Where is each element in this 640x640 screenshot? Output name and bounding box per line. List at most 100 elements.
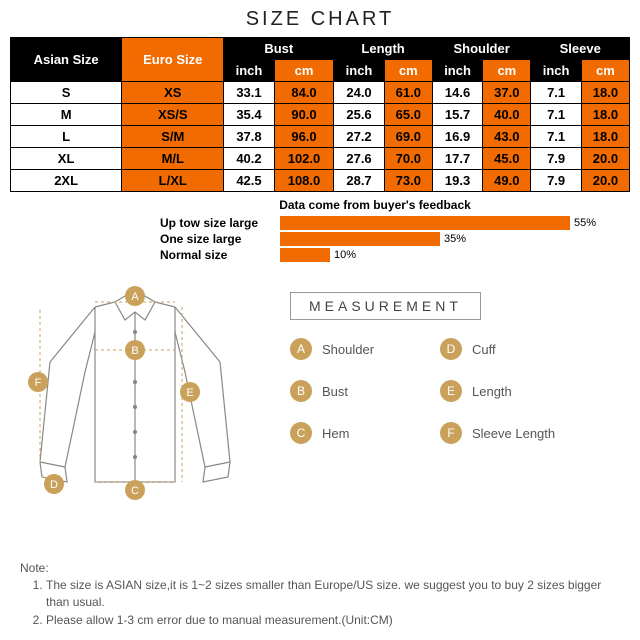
- cell: 14.6: [432, 82, 482, 104]
- cell: 7.1: [531, 126, 581, 148]
- cell: 37.8: [224, 126, 274, 148]
- cell: L: [11, 126, 122, 148]
- col-bust: Bust: [224, 38, 334, 60]
- feedback-label: Normal size: [10, 248, 280, 262]
- cell: 69.0: [384, 126, 432, 148]
- measurement-label: Length: [472, 384, 512, 399]
- feedback-pct: 55%: [574, 217, 596, 229]
- measurement-item: B Bust: [290, 380, 440, 402]
- cell: 42.5: [224, 170, 274, 192]
- size-chart-table: Asian Size Euro Size Bust Length Shoulde…: [10, 37, 630, 192]
- cell: 61.0: [384, 82, 432, 104]
- letter-badge: A: [290, 338, 312, 360]
- cell: 7.9: [531, 170, 581, 192]
- cell: 18.0: [581, 82, 629, 104]
- cell: XS/S: [122, 104, 224, 126]
- sub-cm: cm: [581, 60, 629, 82]
- feedback-pct: 10%: [334, 249, 356, 261]
- cell: 45.0: [483, 148, 531, 170]
- table-row: XLM/L40.2102.027.670.017.745.07.920.0: [11, 148, 630, 170]
- sub-inch: inch: [334, 60, 384, 82]
- feedback-label: Up tow size large: [10, 216, 280, 230]
- feedback-pct: 35%: [444, 233, 466, 245]
- cell: 20.0: [581, 170, 629, 192]
- cell: 33.1: [224, 82, 274, 104]
- table-row: SXS33.184.024.061.014.637.07.118.0: [11, 82, 630, 104]
- cell: 25.6: [334, 104, 384, 126]
- col-sleeve: Sleeve: [531, 38, 630, 60]
- col-euro: Euro Size: [122, 38, 224, 82]
- cell: M/L: [122, 148, 224, 170]
- cell: 40.2: [224, 148, 274, 170]
- cell: 7.9: [531, 148, 581, 170]
- cell: 27.6: [334, 148, 384, 170]
- letter-badge: C: [290, 422, 312, 444]
- cell: S: [11, 82, 122, 104]
- cell: 40.0: [483, 104, 531, 126]
- sub-inch: inch: [531, 60, 581, 82]
- svg-text:E: E: [186, 387, 193, 399]
- feedback-bar: [280, 248, 330, 262]
- notes-section: Note: The size is ASIAN size,it is 1~2 s…: [20, 561, 620, 630]
- cell: 24.0: [334, 82, 384, 104]
- letter-badge: F: [440, 422, 462, 444]
- cell: 65.0: [384, 104, 432, 126]
- svg-text:D: D: [50, 479, 58, 491]
- col-length: Length: [334, 38, 433, 60]
- col-shoulder: Shoulder: [432, 38, 531, 60]
- table-row: 2XLL/XL42.5108.028.773.019.349.07.920.0: [11, 170, 630, 192]
- notes-title: Note:: [20, 561, 620, 575]
- feedback-row: Normal size 10%: [10, 248, 630, 262]
- sub-inch: inch: [224, 60, 274, 82]
- measurement-label: Shoulder: [322, 342, 374, 357]
- measurement-label: Hem: [322, 426, 349, 441]
- feedback-row: Up tow size large 55%: [10, 216, 630, 230]
- cell: 43.0: [483, 126, 531, 148]
- note-line: The size is ASIAN size,it is 1~2 sizes s…: [46, 577, 620, 609]
- feedback-bar: [280, 216, 570, 230]
- letter-badge: B: [290, 380, 312, 402]
- measurement-item: C Hem: [290, 422, 440, 444]
- measurement-label: Cuff: [472, 342, 496, 357]
- measurement-label: Sleeve Length: [472, 426, 555, 441]
- cell: 18.0: [581, 126, 629, 148]
- table-row: MXS/S35.490.025.665.015.740.07.118.0: [11, 104, 630, 126]
- measurement-item: ELength: [440, 380, 590, 402]
- table-row: LS/M37.896.027.269.016.943.07.118.0: [11, 126, 630, 148]
- cell: 7.1: [531, 104, 581, 126]
- cell: 84.0: [274, 82, 334, 104]
- cell: 37.0: [483, 82, 531, 104]
- measurement-item: A Shoulder: [290, 338, 440, 360]
- feedback-section: Data come from buyer's feedback Up tow s…: [10, 198, 630, 262]
- cell: M: [11, 104, 122, 126]
- cell: 28.7: [334, 170, 384, 192]
- note-line: Please allow 1-3 cm error due to manual …: [46, 612, 620, 628]
- page-title: SIZE CHART: [0, 0, 640, 37]
- sub-inch: inch: [432, 60, 482, 82]
- cell: 17.7: [432, 148, 482, 170]
- cell: 49.0: [483, 170, 531, 192]
- cell: 70.0: [384, 148, 432, 170]
- cell: 18.0: [581, 104, 629, 126]
- svg-text:C: C: [131, 485, 139, 497]
- table-header-row: Asian Size Euro Size Bust Length Shoulde…: [11, 38, 630, 60]
- feedback-label: One size large: [10, 232, 280, 246]
- sub-cm: cm: [483, 60, 531, 82]
- measurement-item: DCuff: [440, 338, 590, 360]
- sub-cm: cm: [384, 60, 432, 82]
- cell: 2XL: [11, 170, 122, 192]
- measurement-legend: MEASUREMENT AShoulderDCuffBBustELengthCH…: [270, 272, 640, 532]
- feedback-bar: [280, 232, 440, 246]
- cell: XL: [11, 148, 122, 170]
- cell: 108.0: [274, 170, 334, 192]
- cell: 102.0: [274, 148, 334, 170]
- cell: S/M: [122, 126, 224, 148]
- cell: 16.9: [432, 126, 482, 148]
- svg-text:A: A: [131, 291, 139, 303]
- measurement-item: F Sleeve Length: [440, 422, 590, 444]
- measurement-label: Bust: [322, 384, 348, 399]
- cell: 73.0: [384, 170, 432, 192]
- cell: XS: [122, 82, 224, 104]
- cell: 7.1: [531, 82, 581, 104]
- cell: L/XL: [122, 170, 224, 192]
